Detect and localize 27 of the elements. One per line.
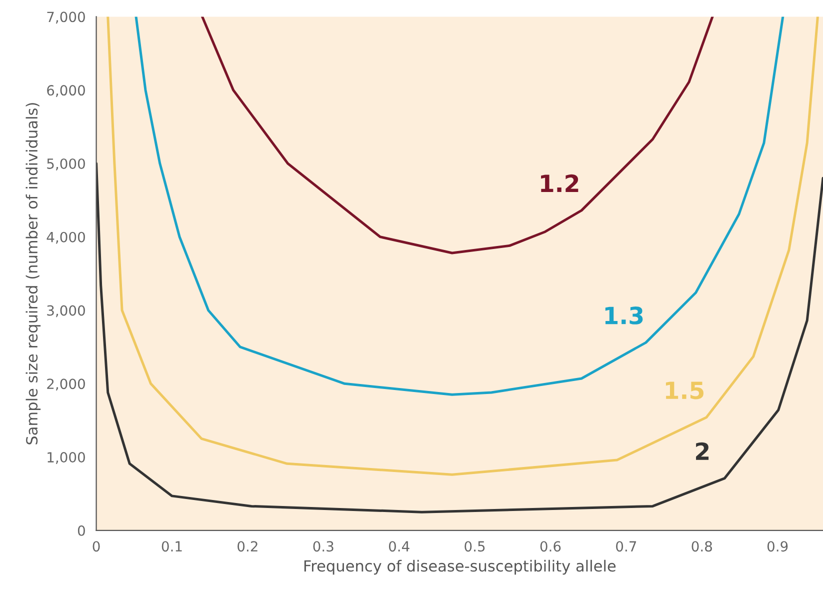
x-tick-label: 0.6 <box>540 541 561 552</box>
y-tick-label: 3,000 <box>47 305 85 318</box>
y-tick-label: 2,000 <box>47 378 85 391</box>
series-label: 1.5 <box>666 382 704 400</box>
series-label: 2 <box>696 442 709 460</box>
x-tick-label: 0.4 <box>388 541 410 552</box>
line-series <box>106 16 819 476</box>
y-tick-label: 6,000 <box>47 85 85 97</box>
x-tick-label: 0.1 <box>162 541 182 552</box>
x-tick-label: 0.7 <box>616 541 636 552</box>
x-tick-label: 0 <box>92 541 100 552</box>
line-series <box>201 16 714 254</box>
y-axis-title: Sample size required (number of individuals) <box>26 103 41 444</box>
x-tick-label: 0.8 <box>692 541 712 552</box>
series-label: 1.3 <box>605 306 643 324</box>
line-series <box>96 162 823 514</box>
series-label: 1.2 <box>541 174 578 192</box>
y-tick-label: 0 <box>78 525 85 536</box>
y-tick-label: 1,000 <box>48 452 85 464</box>
x-tick-label: 0.2 <box>238 541 258 552</box>
y-tick-label: 4,000 <box>46 232 85 244</box>
x-axis-title: Frequency of disease-susceptibility allele <box>304 560 616 575</box>
x-tick-label: 0.9 <box>767 541 788 552</box>
x-tick-label: 0.3 <box>313 541 334 552</box>
x-tick-label: 0.5 <box>464 541 485 552</box>
y-tick-label: 5,000 <box>47 158 85 170</box>
y-tick-label: 7,000 <box>47 12 85 24</box>
